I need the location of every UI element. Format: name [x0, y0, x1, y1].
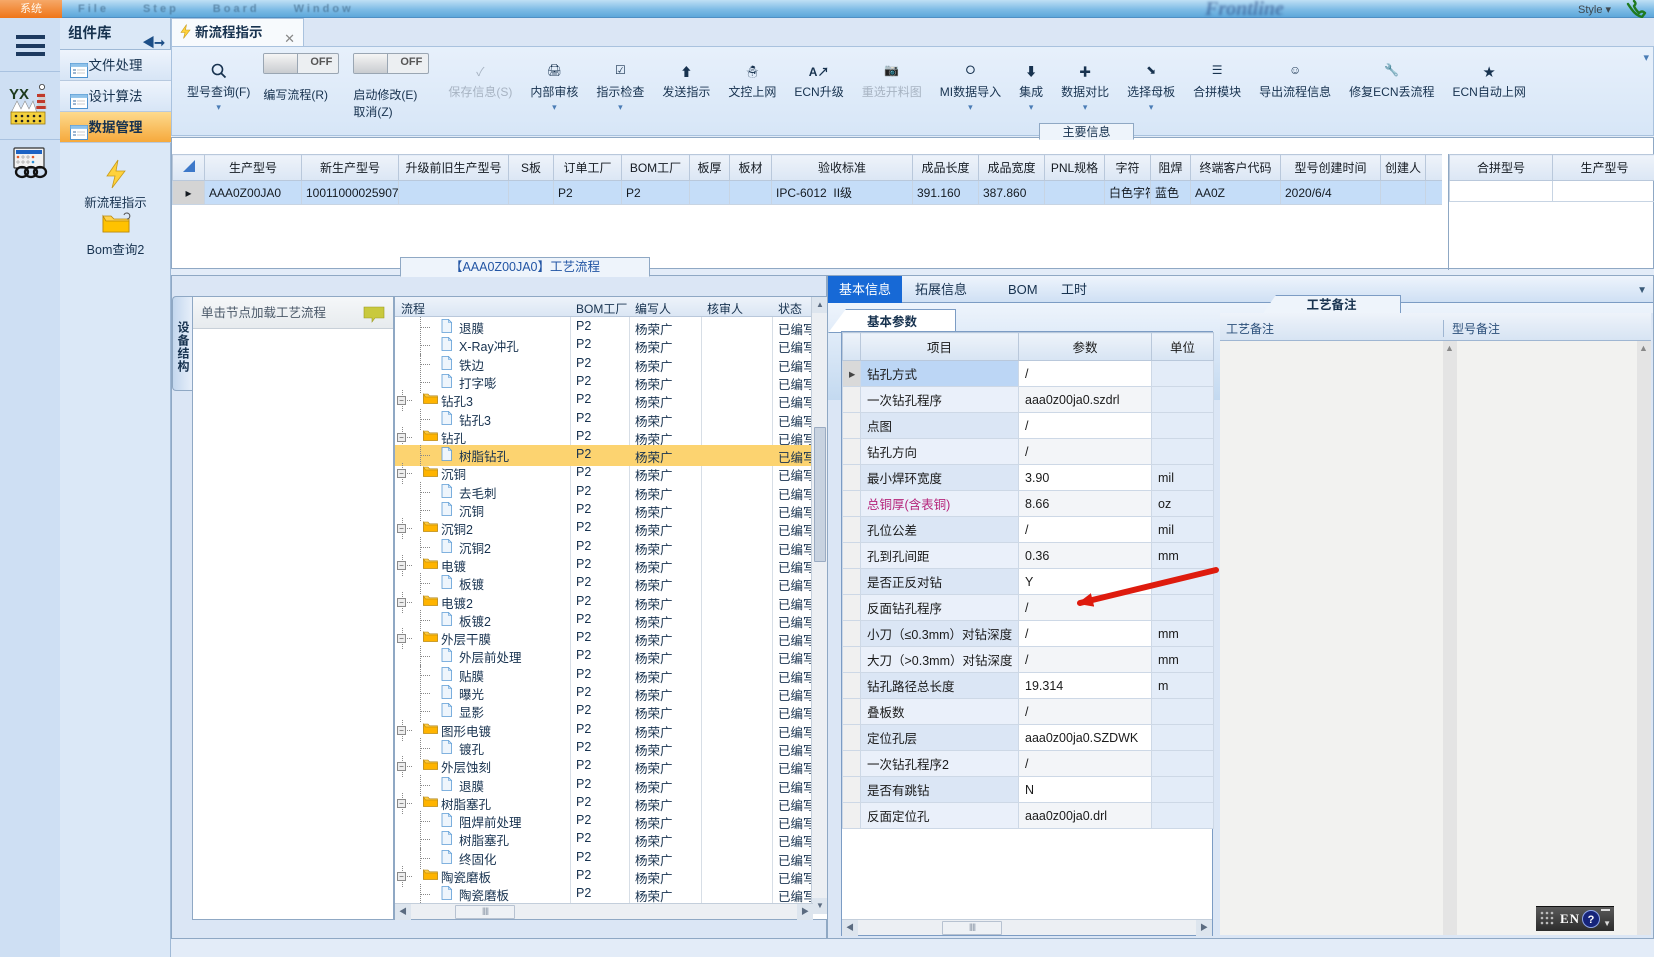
svg-text:?: ?: [1588, 914, 1595, 926]
svg-text:YX: YX: [9, 86, 29, 103]
